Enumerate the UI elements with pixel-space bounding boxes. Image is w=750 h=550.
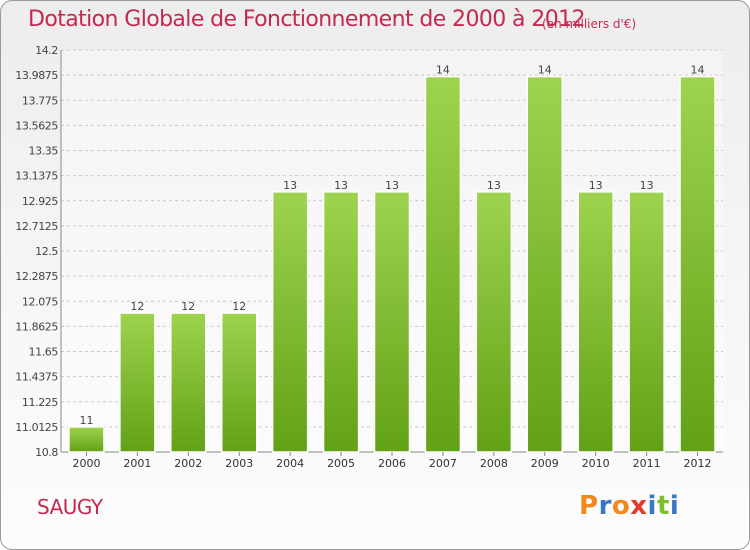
- x-tick-label: 2011: [633, 457, 661, 470]
- x-tick-label: 2005: [327, 457, 355, 470]
- bar-2011: [628, 191, 665, 453]
- x-tick-label: 2012: [684, 457, 712, 470]
- x-tick-label: 2001: [123, 457, 151, 470]
- y-tick-label: 12.075: [22, 295, 58, 308]
- x-tick-label: 2008: [480, 457, 508, 470]
- bar-2012: [679, 75, 716, 453]
- bar-value-label: 13: [334, 179, 348, 192]
- x-tick-label: 2000: [72, 457, 100, 470]
- logo-letter: t: [656, 491, 670, 521]
- proxiti-logo[interactable]: Proxiti: [579, 491, 679, 521]
- bar-2008: [475, 191, 513, 453]
- bar-value-label: 14: [436, 64, 450, 77]
- commune-name: SAUGY: [37, 495, 103, 519]
- bar-value-label: 13: [385, 179, 399, 192]
- logo-letter: o: [611, 491, 631, 521]
- x-tick-label: 2004: [276, 457, 304, 470]
- bar-2009: [526, 75, 564, 453]
- bar-value-label: 13: [589, 179, 603, 192]
- bar-2000: [68, 426, 105, 453]
- logo-letter: P: [579, 491, 599, 521]
- y-tick-label: 11.4375: [15, 371, 58, 384]
- bar-value-label: 14: [538, 64, 552, 77]
- y-tick-label: 11.0125: [15, 421, 58, 434]
- y-tick-label: 12.5: [35, 245, 58, 258]
- y-tick-label: 12.925: [22, 195, 58, 208]
- y-tick-label: 10.8: [35, 446, 58, 459]
- y-tick-label: 13.1375: [15, 170, 58, 183]
- y-tick-label: 13.35: [29, 145, 59, 158]
- y-tick-label: 11.225: [22, 396, 58, 409]
- bar-value-label: 12: [181, 300, 195, 313]
- logo-letter: x: [630, 491, 648, 521]
- bar-2007: [424, 75, 462, 453]
- bar-2006: [373, 191, 411, 453]
- y-tick-label: 14.2: [35, 44, 58, 57]
- x-tick-label: 2010: [582, 457, 610, 470]
- bar-2001: [119, 312, 156, 453]
- x-tick-label: 2007: [429, 457, 457, 470]
- x-tick-label: 2009: [531, 457, 559, 470]
- chart-title: Dotation Globale de Fonctionnement de 20…: [28, 7, 586, 32]
- y-tick-label: 11.8625: [15, 320, 58, 333]
- bar-value-label: 12: [232, 300, 246, 313]
- bar-value-label: 13: [487, 179, 501, 192]
- y-tick-label: 12.2875: [15, 270, 58, 283]
- x-tick-label: 2003: [225, 457, 253, 470]
- bar-value-label: 14: [691, 64, 705, 77]
- y-tick-label: 13.5625: [15, 119, 58, 132]
- bar-2010: [577, 191, 614, 453]
- y-tick-label: 12.7125: [15, 220, 58, 233]
- x-tick-label: 2002: [174, 457, 202, 470]
- bar-value-label: 13: [640, 179, 654, 192]
- y-tick-label: 13.775: [22, 94, 58, 107]
- logo-letter: r: [598, 491, 612, 521]
- bar-value-label: 12: [130, 300, 144, 313]
- x-tick-label: 2006: [378, 457, 406, 470]
- bar-2003: [220, 312, 258, 453]
- chart-subtitle: (en milliers d'€): [542, 17, 637, 31]
- bar-value-label: 11: [79, 414, 93, 427]
- y-tick-label: 13.9875: [15, 69, 58, 82]
- bar-value-label: 13: [283, 179, 297, 192]
- bar-2002: [170, 312, 207, 453]
- logo-letter: i: [647, 491, 657, 521]
- bar-2004: [271, 191, 309, 453]
- bar-2005: [322, 191, 360, 453]
- logo-letter: i: [669, 491, 680, 521]
- y-tick-label: 11.65: [29, 346, 59, 359]
